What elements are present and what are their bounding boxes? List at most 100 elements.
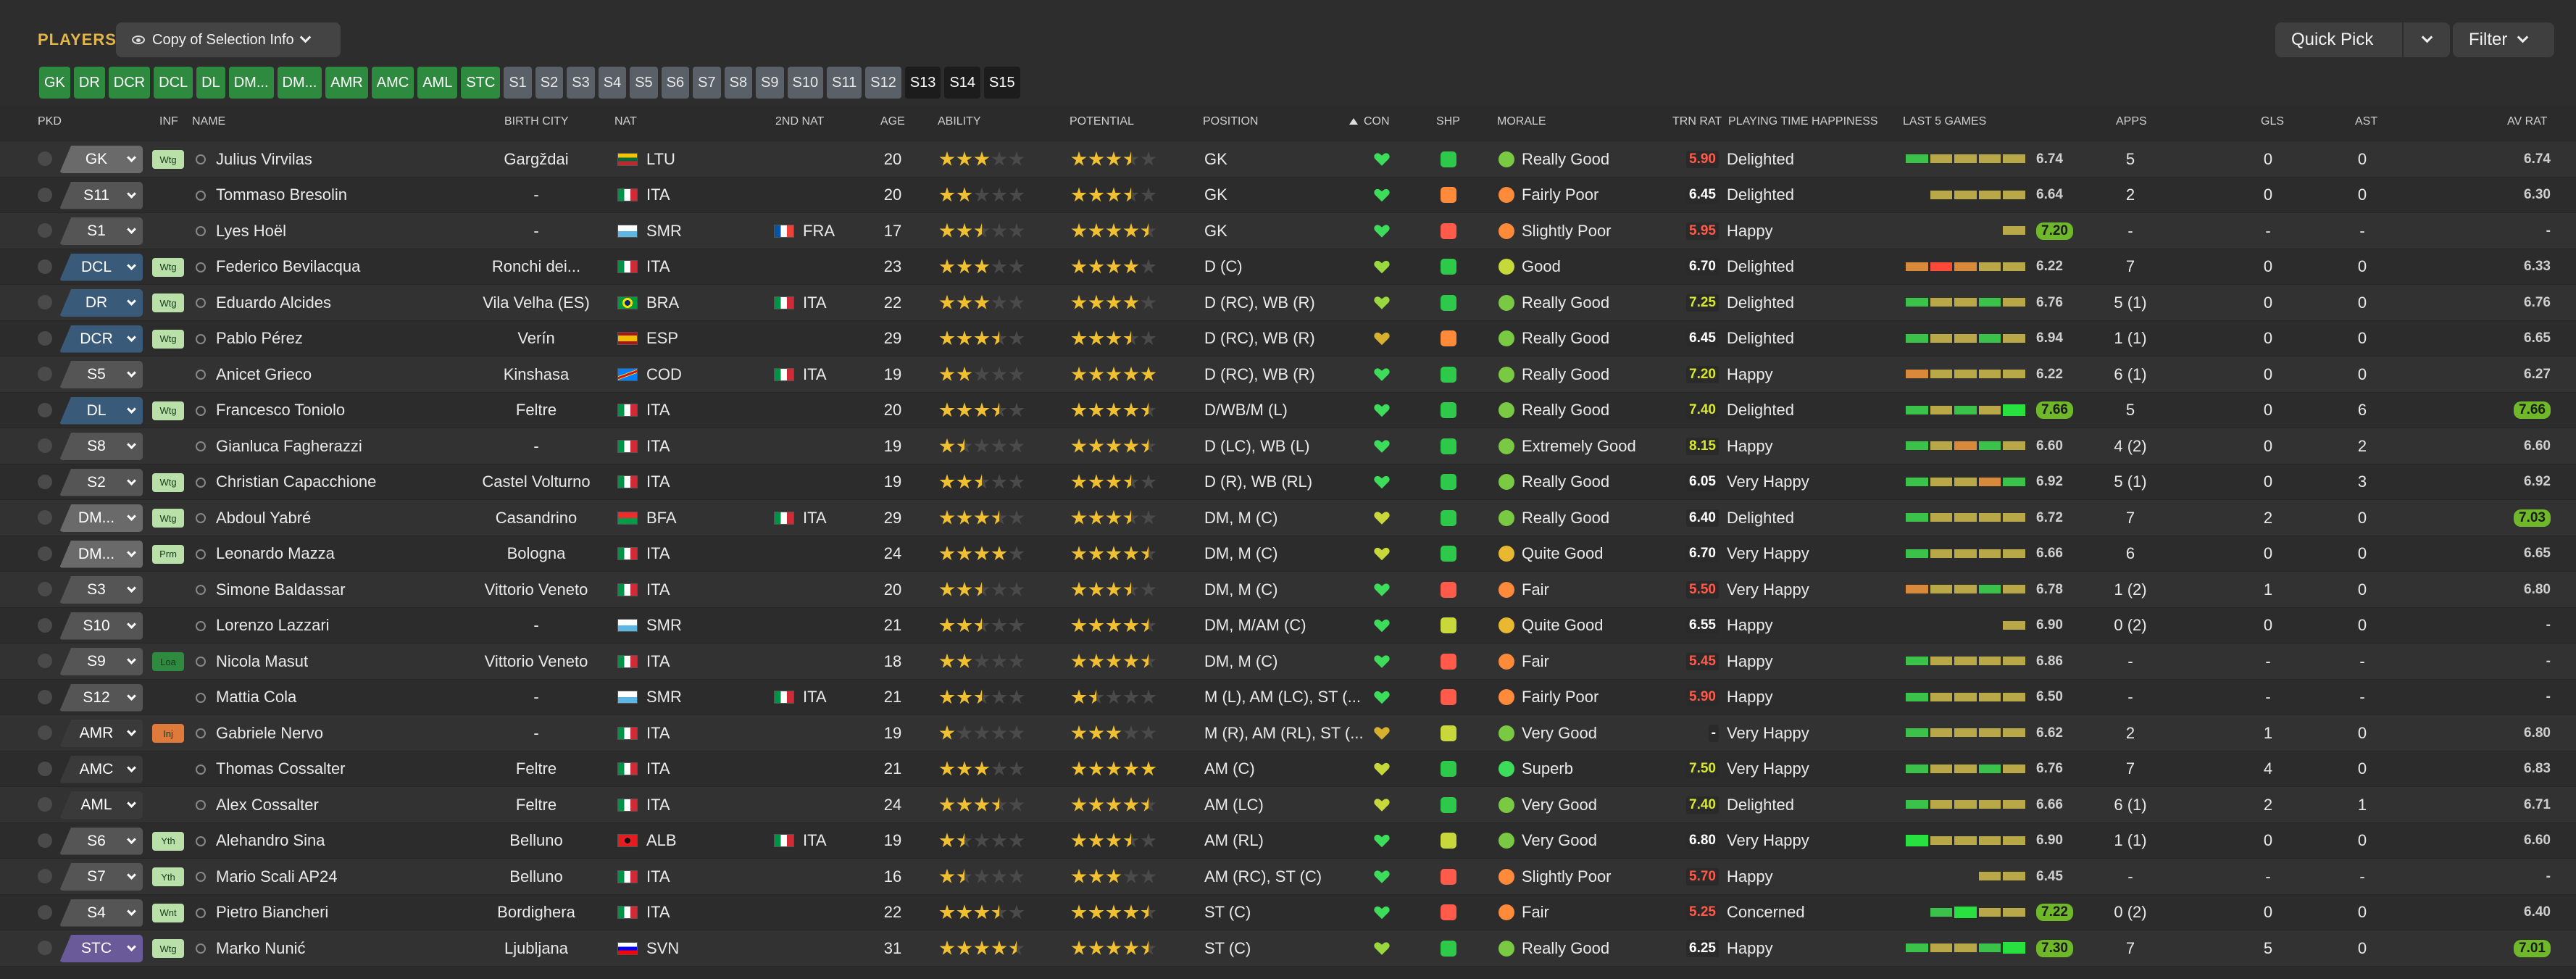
select-checkbox[interactable] [38,833,52,848]
select-checkbox[interactable] [38,941,52,955]
position-selector[interactable]: DCL [59,253,143,281]
position-selector[interactable]: S9 [59,648,143,675]
position-chip[interactable]: DCR [108,67,151,99]
player-name[interactable]: Anicet Grieco [216,364,312,383]
col-potential[interactable]: POTENTIAL [1070,115,1134,128]
player-name[interactable]: Christian Capacchione [216,472,377,491]
player-name[interactable]: Eduardo Alcides [216,293,331,312]
col-last-5[interactable]: LAST 5 GAMES [1903,115,1987,128]
position-selector[interactable]: S6 [59,827,143,855]
select-checkbox[interactable] [38,797,52,812]
position-chip[interactable]: S7 [693,67,721,99]
player-name[interactable]: Abdoul Yabré [216,508,312,527]
quick-pick-dropdown[interactable] [2404,22,2450,57]
player-name[interactable]: Mario Scali AP24 [216,867,338,886]
select-checkbox[interactable] [38,869,52,883]
position-chip[interactable]: S2 [535,67,564,99]
view-selector-button[interactable]: Copy of Selection Info [116,22,341,57]
player-name[interactable]: Julius Virvilas [216,149,312,168]
select-checkbox[interactable] [38,295,52,309]
table-row[interactable]: AMC Thomas Cossalter Feltre ITA 21 AM (C) Supe… [0,751,2576,787]
table-row[interactable]: S4 Wnt Pietro Biancheri Bordighera ITA 22 ST (… [0,894,2576,930]
select-checkbox[interactable] [38,187,52,202]
position-chip[interactable]: DR [73,67,105,99]
table-row[interactable]: DCR Wtg Pablo Pérez Verín ESP 29 D (RC), WB (R… [0,320,2576,357]
select-checkbox[interactable] [38,330,52,346]
col-nat[interactable]: NAT [614,115,637,128]
position-chip[interactable]: S14 [944,67,981,99]
position-chip[interactable]: S5 [630,67,658,99]
player-name[interactable]: Pietro Biancheri [216,903,329,922]
position-chip[interactable]: S10 [787,67,824,99]
table-row[interactable]: S10 Lorenzo Lazzari - SMR 21 DM, M/AM (C) Quit… [0,607,2576,643]
col-2nd-nat[interactable]: 2ND NAT [775,115,825,128]
position-selector[interactable]: S4 [59,899,143,927]
position-chip[interactable]: S13 [904,67,941,99]
position-selector[interactable]: DCR [59,325,143,353]
table-row[interactable]: STC Wtg Marko Nunić Ljubljana SVN 31 ST (C) Rea… [0,930,2576,967]
table-row[interactable]: DM... Prm Leonardo Mazza Bologna ITA 24 DM, M … [0,536,2576,572]
table-row[interactable]: GK Wtg Julius Virvilas Gargždai LTU 20 GK Reall… [0,141,2576,178]
position-selector[interactable]: S12 [59,683,143,712]
position-chip[interactable]: S11 [827,67,862,99]
player-name[interactable]: Simone Baldassar [216,580,346,599]
position-selector[interactable]: DM... [59,540,143,568]
col-inf[interactable]: INF [159,115,178,128]
select-checkbox[interactable] [38,367,52,381]
select-checkbox[interactable] [38,689,52,704]
col-pkd[interactable]: PKD [38,115,62,128]
table-row[interactable]: S5 Anicet Grieco Kinshasa COD ITA 19 D (RC), W… [0,357,2576,393]
position-selector[interactable]: S11 [59,181,143,209]
position-selector[interactable]: S7 [59,863,143,891]
position-selector[interactable]: S10 [59,612,143,640]
position-chip[interactable]: DM... [228,67,274,99]
position-chip[interactable]: AMC [371,67,414,99]
position-selector[interactable]: AML [59,791,143,819]
col-name[interactable]: NAME [192,115,226,128]
col-ability[interactable]: ABILITY [938,115,981,128]
player-name[interactable]: Francesco Toniolo [216,401,346,420]
position-chip[interactable]: DCL [154,67,193,99]
player-name[interactable]: Mattia Cola [216,688,297,707]
position-chip[interactable]: S4 [598,67,627,99]
filter-button[interactable]: Filter [2453,22,2554,57]
player-name[interactable]: Marko Nunić [216,938,306,957]
table-row[interactable]: S9 Loa Nicola Masut Vittorio Veneto ITA 18 DM,… [0,643,2576,680]
position-chip[interactable]: DM... [277,67,322,99]
player-name[interactable]: Federico Bevilacqua [216,257,361,276]
col-apps[interactable]: APPS [2116,115,2147,128]
position-chip[interactable]: DL [196,67,225,99]
position-selector[interactable]: S3 [59,576,143,604]
select-checkbox[interactable] [38,402,52,417]
select-checkbox[interactable] [38,617,52,633]
position-chip[interactable]: AML [417,67,458,99]
player-name[interactable]: Pablo Pérez [216,329,303,348]
position-chip[interactable]: AMR [325,67,368,99]
select-checkbox[interactable] [38,582,52,596]
col-age[interactable]: AGE [880,115,905,128]
position-chip[interactable]: STC [461,67,501,99]
col-playing-time[interactable]: PLAYING TIME HAPPINESS [1728,115,1878,128]
position-selector[interactable]: AMR [59,720,143,747]
col-morale[interactable]: MORALE [1497,115,1546,128]
table-row[interactable]: DL Wtg Francesco Toniolo Feltre ITA 20 D/WB/M … [0,392,2576,428]
player-name[interactable]: Thomas Cossalter [216,759,346,778]
col-trn-rat[interactable]: TRN RAT [1672,115,1722,128]
position-selector[interactable]: S5 [59,361,143,388]
position-chip[interactable]: S6 [661,67,690,99]
position-chip[interactable]: S8 [724,67,753,99]
table-row[interactable]: AMR Inj Gabriele Nervo - ITA 19 M (R), AM (RL)… [0,715,2576,751]
player-name[interactable]: Alex Cossalter [216,795,319,814]
position-chip[interactable]: GK [39,67,70,99]
position-selector[interactable]: DM... [59,504,143,532]
table-row[interactable]: AML Alex Cossalter Feltre ITA 24 AM (LC) Very … [0,787,2576,823]
select-checkbox[interactable] [38,654,52,668]
select-checkbox[interactable] [38,474,52,489]
col-shp[interactable]: SHP [1436,115,1460,128]
table-row[interactable]: S1 Lyes Hoël - SMR FRA 17 GK Slightly Poor 5.95 H… [0,213,2576,249]
position-chip[interactable]: S1 [504,67,532,99]
position-chip[interactable]: S15 [984,67,1020,99]
player-name[interactable]: Lyes Hoël [216,221,287,240]
select-checkbox[interactable] [38,761,52,776]
quick-pick-button[interactable]: Quick Pick [2275,22,2402,57]
